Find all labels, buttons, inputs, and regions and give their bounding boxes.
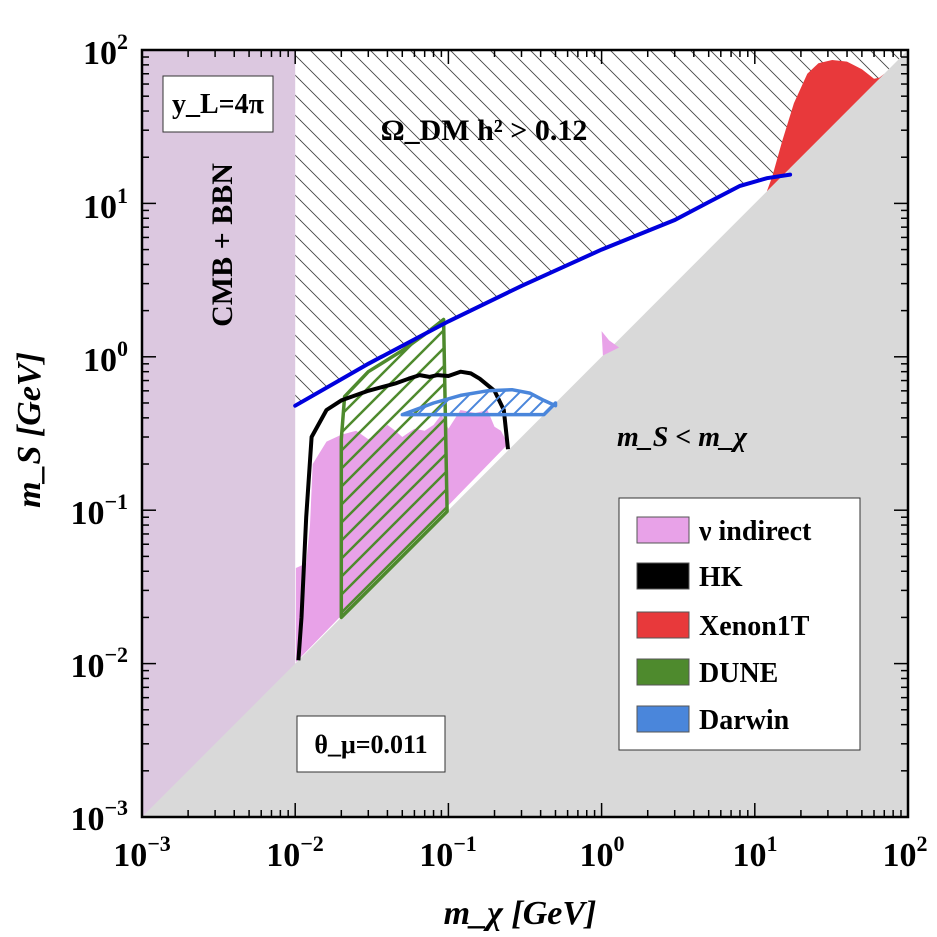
x-tick-label: 10−1 [419, 831, 477, 874]
mixing-annotation-box: θ_μ=0.011 [296, 715, 446, 773]
relic-density-curve [293, 172, 793, 408]
y-tick-label: 100 [83, 336, 128, 379]
nu-indirect-island [601, 331, 620, 356]
plot-frame [140, 48, 910, 819]
y-tick-label: 102 [83, 29, 128, 72]
hk-curve [296, 369, 510, 661]
relic-excluded-hatch-region [295, 50, 908, 406]
y-tick-label: 101 [83, 183, 128, 226]
legend-label-hk: HK [699, 562, 743, 593]
legend: ν indirect HK Xenon1T DUNE Darwin [618, 497, 861, 751]
x-tick-label: 10−2 [266, 831, 324, 874]
y-tick-label: 10−2 [70, 642, 128, 685]
relic-annotation: Ω_DM h² > 0.12 [381, 114, 588, 147]
legend-swatch-nu-indirect [636, 516, 690, 544]
darwin-region [400, 387, 558, 417]
legend-label-darwin: Darwin [699, 705, 790, 736]
legend-label-dune: DUNE [699, 658, 778, 689]
y-tick-label: 10−1 [70, 489, 128, 532]
legend-label-xenon1t: Xenon1T [699, 611, 810, 642]
x-tick-label: 102 [883, 831, 928, 874]
mixing-annotation: θ_μ=0.011 [314, 730, 427, 759]
coupling-annotation: y_L=4π [172, 89, 265, 120]
x-axis-title: m_χ [GeV] [444, 895, 597, 932]
x-tick-label: 100 [580, 831, 625, 874]
x-tick-label: 10−3 [113, 831, 171, 874]
xenon1t-region [766, 60, 885, 192]
y-tick-label: 10−3 [70, 795, 128, 838]
kinematic-annotation: m_S < m_χ [617, 422, 748, 453]
legend-swatch-xenon1t [636, 611, 690, 639]
dune-region [339, 317, 449, 620]
x-tick-label: 101 [733, 831, 778, 874]
cmb-bbn-label: CMB + BBN [206, 163, 239, 327]
y-axis-title: m_S [GeV] [11, 352, 48, 508]
legend-swatch-dune [636, 658, 690, 686]
legend-swatch-darwin [636, 705, 690, 733]
legend-label-nu-indirect: ν indirect [698, 516, 812, 547]
legend-swatch-hk [636, 562, 690, 590]
coupling-annotation-box: y_L=4π [162, 75, 274, 133]
